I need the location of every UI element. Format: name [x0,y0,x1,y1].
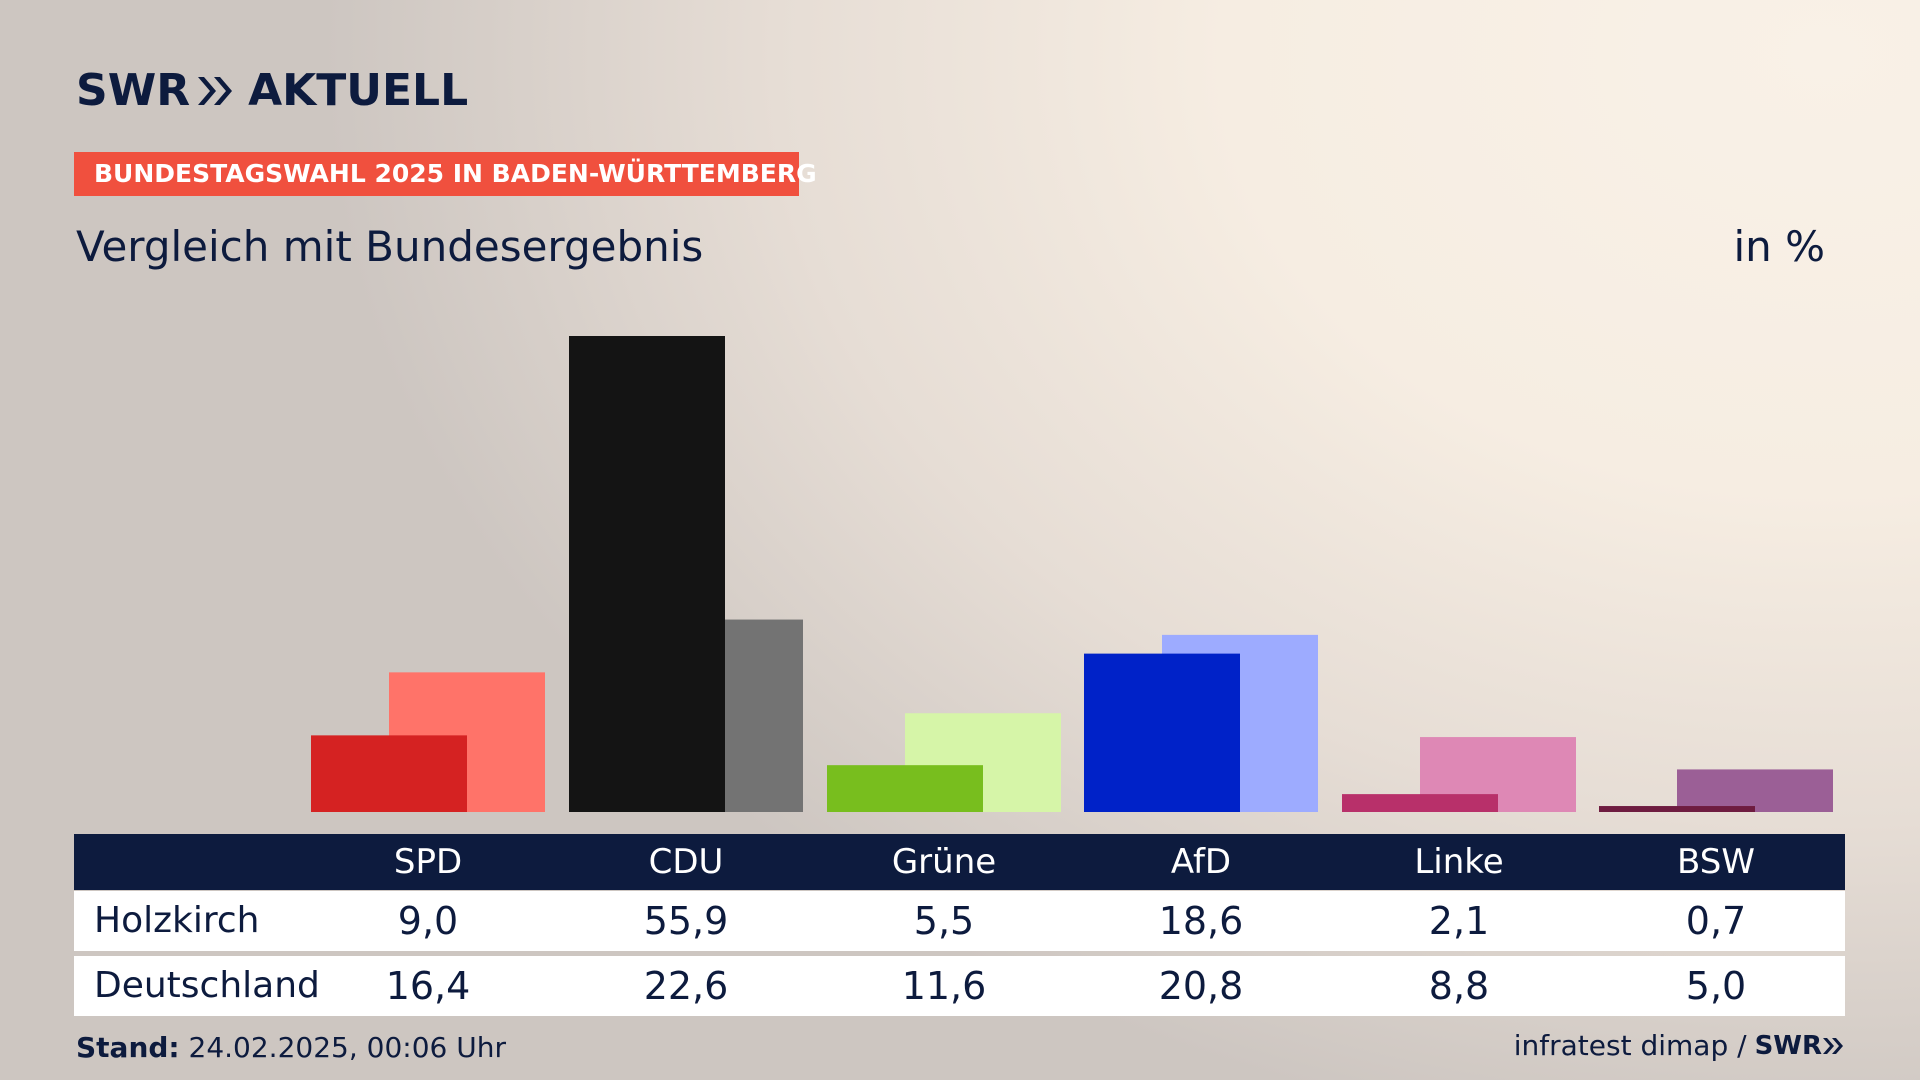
column-header: BSW [1677,842,1755,882]
chart-subtitle: Vergleich mit Bundesergebnis [76,222,704,271]
bar-holzkirch-bsw [1599,806,1755,812]
table-cell: 18,6 [1158,899,1244,943]
table-cell: 20,8 [1158,964,1244,1008]
swr-aktuell-logo: SWR AKTUELL [76,66,468,116]
row-label: Holzkirch [94,900,260,941]
source-brand: SWR [1754,1031,1822,1061]
column-header: SPD [393,842,463,882]
table-cell: 2,1 [1428,899,1490,943]
table-cell: 22,6 [643,964,729,1008]
bar-holzkirch-linke [1342,794,1498,812]
bar-holzkirch-grne [827,765,983,812]
table-row: Holzkirch 9,0 55,9 5,5 18,6 2,1 0,7 [74,891,1845,951]
unit-label: in % [1733,222,1825,271]
column-header: Linke [1414,842,1504,882]
timestamp-footer: Stand: 24.02.2025, 00:06 Uhr [76,1030,506,1066]
table-row: Deutschland 16,4 22,6 11,6 20,8 8,8 5,0 [74,956,1845,1016]
table-cell: 5,5 [913,899,975,943]
double-chevron-icon [198,77,233,105]
source-text: infratest dimap / [1513,1029,1747,1062]
table-cell: 0,7 [1685,899,1747,943]
source-footer: infratest dimap / SWR [1514,1028,1844,1064]
bar-holzkirch-cdu [569,336,725,812]
logo-swr-text: SWR [76,65,191,116]
double-chevron-icon [1823,1038,1843,1054]
column-header: CDU [648,842,724,882]
table-cell: 16,4 [385,964,471,1008]
table-cell: 11,6 [901,964,987,1008]
bar-holzkirch-afd [1084,653,1240,812]
column-header: AfD [1170,842,1232,882]
bar-deutschland-bsw [1677,769,1833,812]
table-cell: 8,8 [1428,964,1490,1008]
table-cell: 55,9 [643,899,729,943]
election-kicker-label: BUNDESTAGSWAHL 2025 IN BADEN-WÜRTTEMBERG [74,152,817,196]
stand-value: 24.02.2025, 00:06 Uhr [179,1031,506,1064]
row-label: Deutschland [94,965,320,1006]
table-cell: 9,0 [397,899,459,943]
table-cell: 5,0 [1685,964,1747,1008]
stand-label: Stand: [76,1031,180,1064]
column-header: Grüne [891,842,997,882]
results-table-header: SPD CDU Grüne AfD Linke BSW [74,834,1845,890]
logo-aktuell-text: AKTUELL [248,65,469,116]
bar-holzkirch-spd [311,735,467,812]
